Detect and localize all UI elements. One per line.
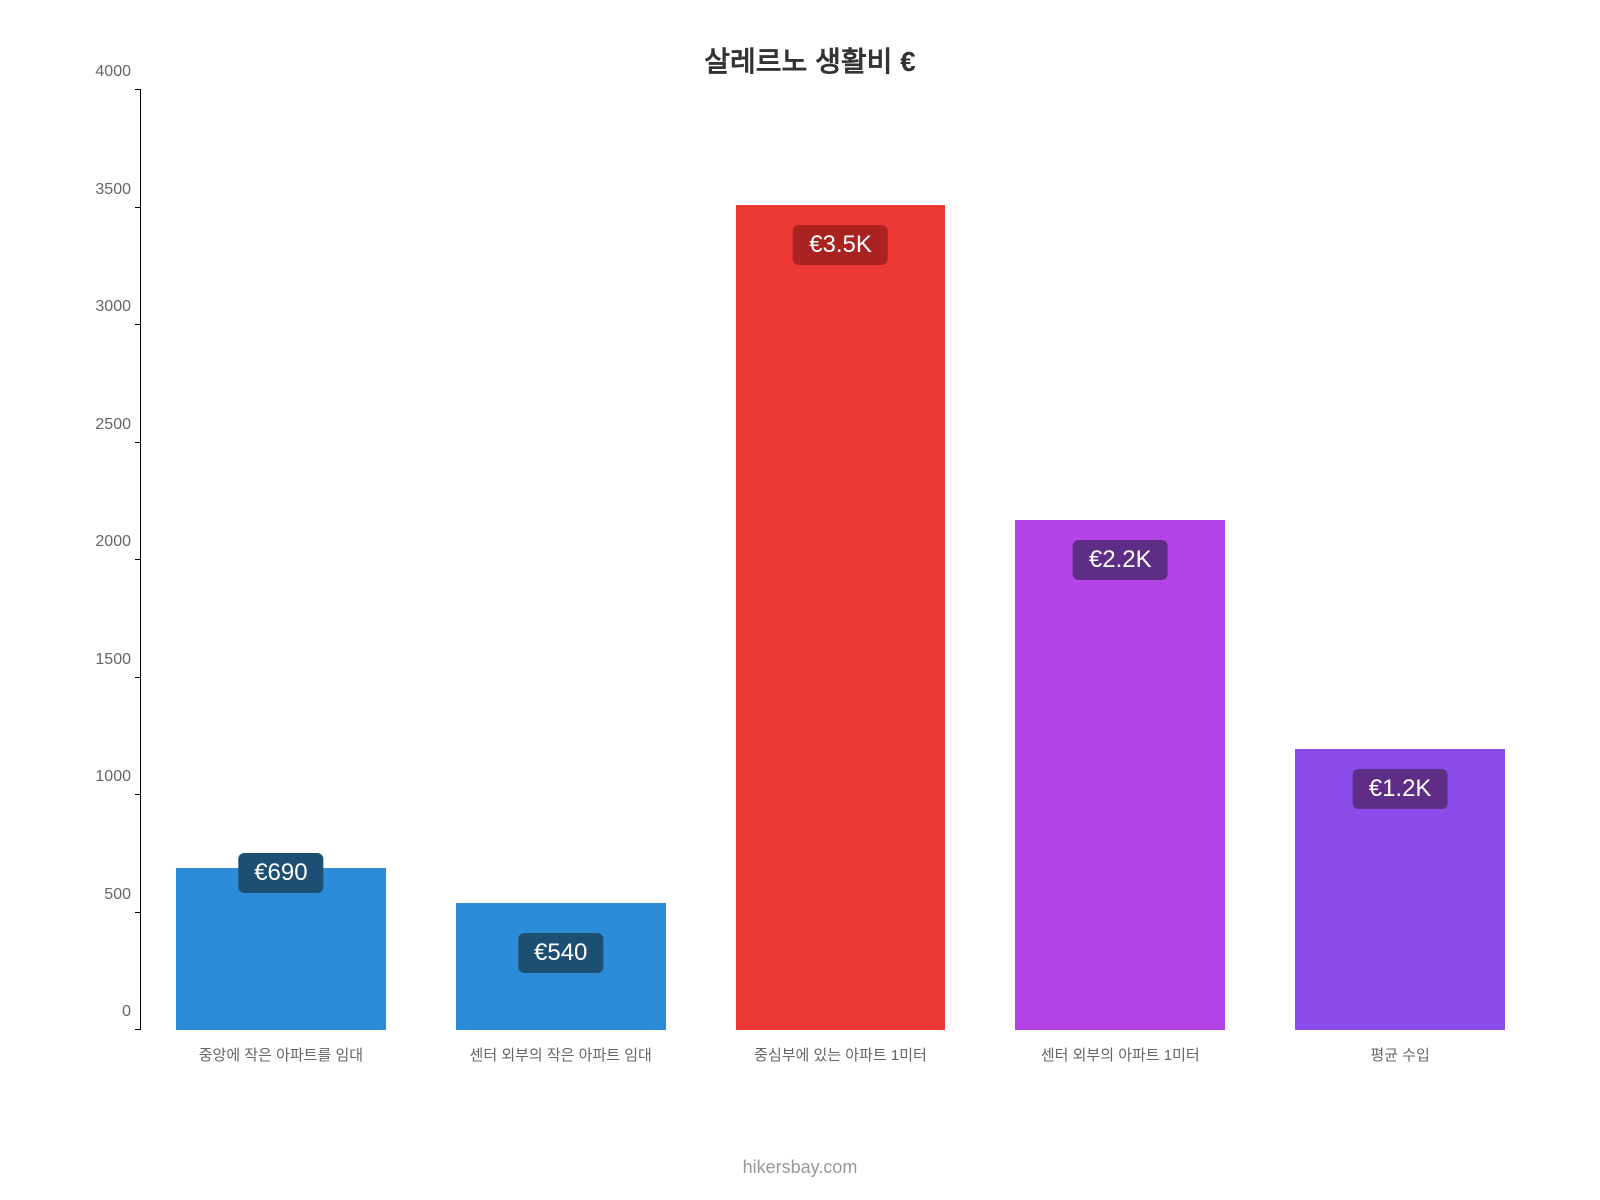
y-axis-tick-label: 500 — [104, 886, 131, 904]
y-axis-tick — [135, 1029, 141, 1030]
y-axis-tick — [135, 794, 141, 795]
y-axis-tick-label: 0 — [122, 1003, 131, 1021]
bar-value-label: €1.2K — [1353, 769, 1448, 809]
bar-value-label: €3.5K — [793, 225, 888, 265]
bar-slot: €2.2K센터 외부의 아파트 1미터 — [980, 90, 1260, 1030]
y-axis-tick — [135, 324, 141, 325]
bar-slot: €690중앙에 작은 아파트를 임대 — [141, 90, 421, 1030]
bar: €3.5K — [736, 205, 946, 1030]
y-axis-tick-label: 2000 — [95, 533, 131, 551]
bar-slot: €540센터 외부의 작은 아파트 임대 — [421, 90, 701, 1030]
plot-area: €690중앙에 작은 아파트를 임대€540센터 외부의 작은 아파트 임대€3… — [140, 90, 1540, 1030]
bar: €690 — [176, 868, 386, 1030]
y-axis-tick-label: 2500 — [95, 416, 131, 434]
watermark-text: hikersbay.com — [0, 1157, 1600, 1178]
bar-value-label: €2.2K — [1073, 540, 1168, 580]
bar-slot: €3.5K중심부에 있는 아파트 1미터 — [701, 90, 981, 1030]
bars-region: €690중앙에 작은 아파트를 임대€540센터 외부의 작은 아파트 임대€3… — [141, 90, 1540, 1030]
y-axis-tick — [135, 912, 141, 913]
bar: €540 — [456, 903, 666, 1030]
y-axis-tick-label: 3000 — [95, 298, 131, 316]
y-axis-tick-label: 4000 — [95, 63, 131, 81]
y-axis-tick — [135, 442, 141, 443]
bar: €1.2K — [1295, 749, 1505, 1030]
x-axis-category-label: 평균 수입 — [1204, 1044, 1596, 1065]
bar-slot: €1.2K평균 수입 — [1260, 90, 1540, 1030]
y-axis-tick — [135, 559, 141, 560]
y-axis-tick — [135, 89, 141, 90]
y-axis-tick — [135, 677, 141, 678]
bar-value-label: €690 — [238, 853, 323, 893]
y-axis-tick-label: 3500 — [95, 181, 131, 199]
y-axis-tick-label: 1000 — [95, 768, 131, 786]
bar-value-label: €540 — [518, 933, 603, 973]
bar: €2.2K — [1015, 520, 1225, 1030]
chart-title: 살레르노 생활비 € — [80, 40, 1540, 80]
chart-container: 살레르노 생활비 € €690중앙에 작은 아파트를 임대€540센터 외부의 … — [80, 40, 1540, 1100]
y-axis-tick — [135, 207, 141, 208]
y-axis-tick-label: 1500 — [95, 651, 131, 669]
